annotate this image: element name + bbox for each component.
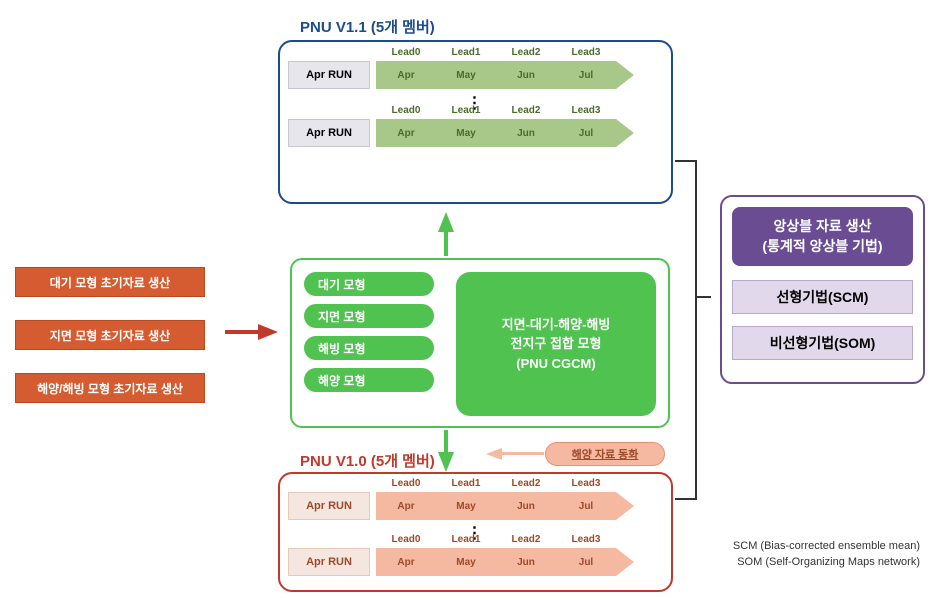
lead-top: Lead1 bbox=[452, 47, 481, 58]
lead-top: Lead2 bbox=[512, 534, 541, 545]
arrow-down-icon bbox=[438, 452, 454, 472]
ens-title-l1: 앙상블 자료 생산 bbox=[774, 218, 872, 234]
lead-bot: May bbox=[456, 70, 475, 81]
lead-top: Lead2 bbox=[512, 105, 541, 116]
bracket-bot bbox=[675, 498, 697, 500]
lead-bot: May bbox=[456, 557, 475, 568]
lead-top: Lead3 bbox=[572, 105, 601, 116]
input-atmos: 대기 모형 초기자료 생산 bbox=[15, 267, 205, 297]
model-big-l3: (PNU CGCM) bbox=[516, 354, 595, 374]
lead-bot: Jun bbox=[517, 128, 535, 139]
arrow-down-stem bbox=[444, 430, 448, 454]
lead-bot: May bbox=[456, 128, 475, 139]
lead-bot: Apr bbox=[397, 557, 414, 568]
model-pill-land: 지면 모형 bbox=[304, 304, 434, 328]
v11-title: PNU V1.1 (5개 멤버) bbox=[300, 16, 435, 37]
lead-bot: Jun bbox=[517, 70, 535, 81]
model-pill-ocean: 해양 모형 bbox=[304, 368, 434, 392]
lead-bot: May bbox=[456, 501, 475, 512]
assim-arrow-icon bbox=[486, 448, 502, 460]
run-label: Apr RUN bbox=[288, 492, 370, 520]
lead-top: Lead3 bbox=[572, 534, 601, 545]
footnote-scm: SCM (Bias-corrected ensemble mean) bbox=[733, 540, 920, 552]
lead-arrow-v10-1: Lead0Apr Lead1May Lead2Jun Lead3Jul bbox=[376, 492, 634, 520]
model-coupled: 지면-대기-해양-해빙 전지구 접합 모형 (PNU CGCM) bbox=[456, 272, 656, 416]
v11-row-1: Apr RUN Lead0Apr Lead1May Lead2Jun Lead3… bbox=[288, 54, 663, 96]
input-ocean-ice: 해양/해빙 모형 초기자료 생산 bbox=[15, 373, 205, 403]
v10-panel: Apr RUN Lead0Apr Lead1May Lead2Jun Lead3… bbox=[278, 472, 673, 592]
lead-arrowhead-icon bbox=[616, 61, 634, 89]
model-pill-ice: 해빙 모형 bbox=[304, 336, 434, 360]
ocean-assim-pill: 해양 자료 동화 bbox=[545, 442, 665, 466]
assim-arrow-stem bbox=[500, 452, 544, 455]
ensemble-title: 앙상블 자료 생산 (통계적 앙상블 기법) bbox=[732, 207, 913, 266]
v10-title: PNU V1.0 (5개 멤버) bbox=[300, 450, 435, 471]
lead-top: Lead1 bbox=[452, 105, 481, 116]
footnote-som: SOM (Self-Organizing Maps network) bbox=[737, 556, 920, 568]
run-label: Apr RUN bbox=[288, 119, 370, 147]
lead-bot: Jul bbox=[579, 501, 593, 512]
lead-bot: Jun bbox=[517, 501, 535, 512]
v10-row-2: Apr RUN Lead0Apr Lead1May Lead2Jun Lead3… bbox=[288, 542, 663, 582]
lead-top: Lead0 bbox=[392, 105, 421, 116]
input-land: 지면 모형 초기자료 생산 bbox=[15, 320, 205, 350]
run-label: Apr RUN bbox=[288, 548, 370, 576]
arrow-up-icon bbox=[438, 212, 454, 232]
lead-top: Lead2 bbox=[512, 47, 541, 58]
v10-row-1: Apr RUN Lead0Apr Lead1May Lead2Jun Lead3… bbox=[288, 486, 663, 526]
lead-bot: Apr bbox=[397, 128, 414, 139]
arrow-to-model-icon bbox=[258, 324, 278, 340]
lead-arrowhead-icon bbox=[616, 119, 634, 147]
model-big-l2: 전지구 접합 모형 bbox=[511, 334, 602, 354]
bracket-vert bbox=[695, 160, 697, 500]
ens-method-scm: 선형기법(SCM) bbox=[732, 280, 913, 314]
bracket-mid bbox=[697, 296, 711, 298]
lead-arrow-v10-2: Lead0Apr Lead1May Lead2Jun Lead3Jul bbox=[376, 548, 634, 576]
v11-row-2: Apr RUN Lead0Apr Lead1May Lead2Jun Lead3… bbox=[288, 112, 663, 154]
lead-top: Lead3 bbox=[572, 478, 601, 489]
lead-arrowhead-icon bbox=[616, 548, 634, 576]
model-box: 대기 모형 지면 모형 해빙 모형 해양 모형 지면-대기-해양-해빙 전지구 … bbox=[290, 258, 670, 428]
ensemble-panel: 앙상블 자료 생산 (통계적 앙상블 기법) 선형기법(SCM) 비선형기법(S… bbox=[720, 195, 925, 384]
lead-top: Lead1 bbox=[452, 478, 481, 489]
ens-title-l2: (통계적 앙상블 기법) bbox=[762, 238, 882, 254]
lead-top: Lead0 bbox=[392, 534, 421, 545]
model-big-l1: 지면-대기-해양-해빙 bbox=[502, 315, 611, 335]
model-pill-atmos: 대기 모형 bbox=[304, 272, 434, 296]
arrow-left-stem bbox=[225, 330, 260, 334]
lead-bot: Apr bbox=[397, 501, 414, 512]
lead-arrow-v11-2: Lead0Apr Lead1May Lead2Jun Lead3Jul bbox=[376, 119, 634, 147]
bracket-top bbox=[675, 160, 697, 162]
lead-top: Lead1 bbox=[452, 534, 481, 545]
ens-method-som: 비선형기법(SOM) bbox=[732, 326, 913, 360]
lead-arrowhead-icon bbox=[616, 492, 634, 520]
lead-bot: Jun bbox=[517, 557, 535, 568]
lead-bot: Jul bbox=[579, 128, 593, 139]
lead-top: Lead0 bbox=[392, 47, 421, 58]
lead-bot: Apr bbox=[397, 70, 414, 81]
run-label: Apr RUN bbox=[288, 61, 370, 89]
lead-bot: Jul bbox=[579, 70, 593, 81]
lead-arrow-v11-1: Lead0Apr Lead1May Lead2Jun Lead3Jul bbox=[376, 61, 634, 89]
lead-top: Lead2 bbox=[512, 478, 541, 489]
v11-panel: Apr RUN Lead0Apr Lead1May Lead2Jun Lead3… bbox=[278, 40, 673, 204]
lead-bot: Jul bbox=[579, 557, 593, 568]
arrow-up-stem bbox=[444, 230, 448, 256]
lead-top: Lead0 bbox=[392, 478, 421, 489]
lead-top: Lead3 bbox=[572, 47, 601, 58]
